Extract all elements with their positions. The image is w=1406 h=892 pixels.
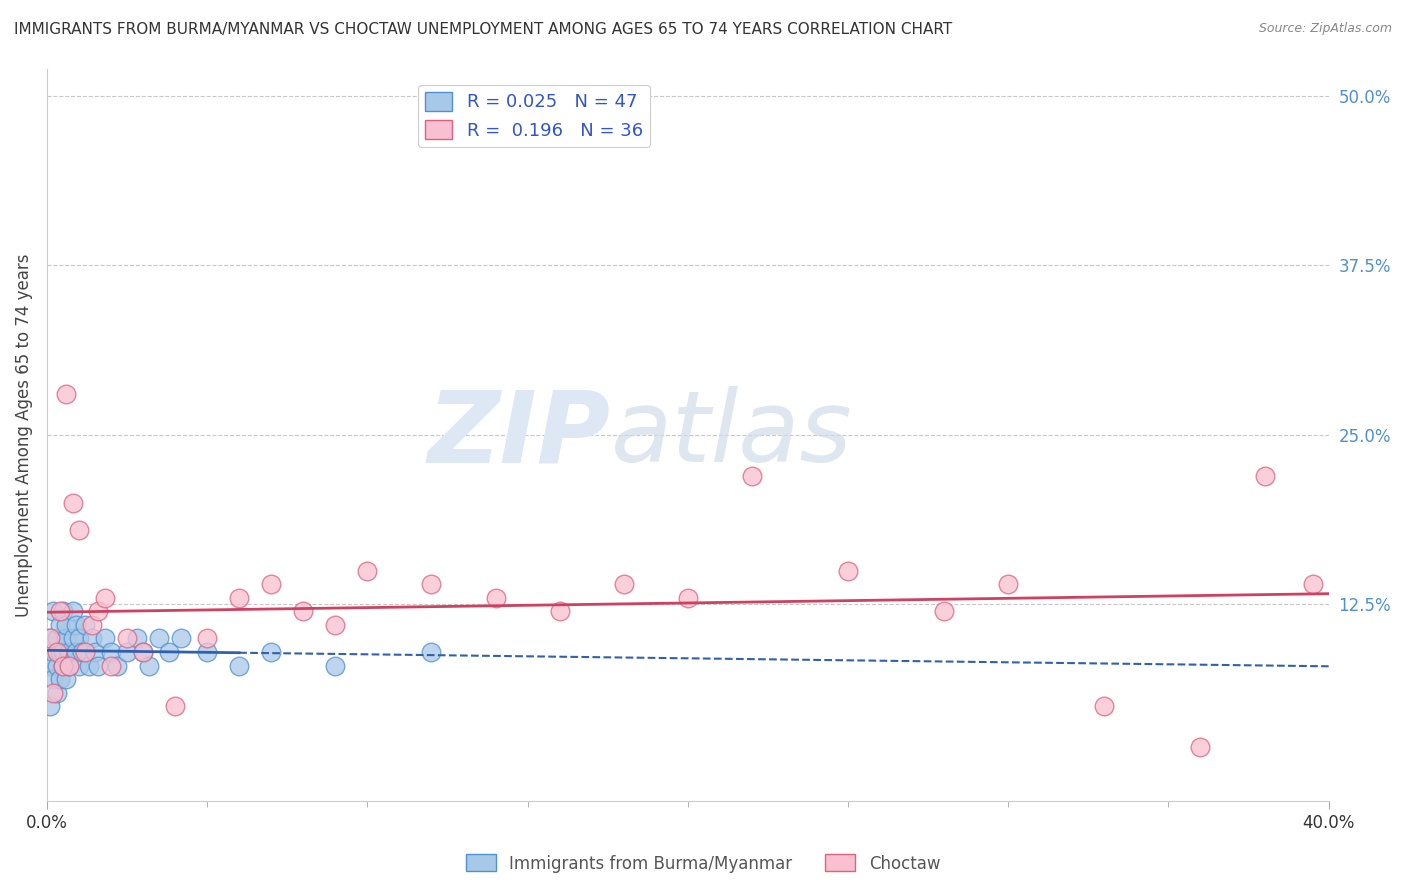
Point xyxy=(55,672,77,686)
Point xyxy=(84,645,107,659)
Point xyxy=(115,645,138,659)
Point xyxy=(62,496,84,510)
Point xyxy=(125,632,148,646)
Point xyxy=(195,632,218,646)
Point xyxy=(228,591,250,605)
Point xyxy=(260,645,283,659)
Point xyxy=(45,645,67,659)
Point xyxy=(45,686,67,700)
Point xyxy=(228,658,250,673)
Point xyxy=(70,645,93,659)
Point xyxy=(42,672,65,686)
Legend: Immigrants from Burma/Myanmar, Choctaw: Immigrants from Burma/Myanmar, Choctaw xyxy=(458,847,948,880)
Point xyxy=(55,617,77,632)
Point xyxy=(105,658,128,673)
Point xyxy=(165,699,187,714)
Point xyxy=(39,632,62,646)
Point xyxy=(138,658,160,673)
Point xyxy=(323,617,346,632)
Point xyxy=(39,632,62,646)
Point xyxy=(48,604,70,618)
Point xyxy=(58,658,80,673)
Text: IMMIGRANTS FROM BURMA/MYANMAR VS CHOCTAW UNEMPLOYMENT AMONG AGES 65 TO 74 YEARS : IMMIGRANTS FROM BURMA/MYANMAR VS CHOCTAW… xyxy=(14,22,952,37)
Point xyxy=(55,387,77,401)
Point xyxy=(613,577,636,591)
Point xyxy=(87,658,110,673)
Point xyxy=(1253,468,1275,483)
Point xyxy=(48,672,70,686)
Point xyxy=(67,523,90,537)
Point xyxy=(42,686,65,700)
Point xyxy=(39,658,62,673)
Point xyxy=(741,468,763,483)
Legend: R = 0.025   N = 47, R =  0.196   N = 36: R = 0.025 N = 47, R = 0.196 N = 36 xyxy=(418,85,650,147)
Point xyxy=(93,591,115,605)
Point xyxy=(58,658,80,673)
Point xyxy=(75,617,97,632)
Point xyxy=(80,617,103,632)
Point xyxy=(48,617,70,632)
Point xyxy=(323,658,346,673)
Point xyxy=(67,632,90,646)
Text: ZIP: ZIP xyxy=(427,386,610,483)
Point xyxy=(1302,577,1324,591)
Point xyxy=(45,632,67,646)
Point xyxy=(67,658,90,673)
Point xyxy=(93,632,115,646)
Point xyxy=(260,577,283,591)
Point xyxy=(170,632,193,646)
Point xyxy=(52,604,75,618)
Point xyxy=(45,658,67,673)
Point xyxy=(62,604,84,618)
Point xyxy=(420,577,443,591)
Point xyxy=(39,699,62,714)
Text: Source: ZipAtlas.com: Source: ZipAtlas.com xyxy=(1258,22,1392,36)
Y-axis label: Unemployment Among Ages 65 to 74 years: Unemployment Among Ages 65 to 74 years xyxy=(15,253,32,616)
Point xyxy=(548,604,571,618)
Point xyxy=(87,604,110,618)
Point xyxy=(48,645,70,659)
Point xyxy=(100,658,122,673)
Point xyxy=(65,617,87,632)
Point xyxy=(52,645,75,659)
Point xyxy=(132,645,155,659)
Point xyxy=(52,658,75,673)
Point xyxy=(1092,699,1115,714)
Point xyxy=(1189,739,1212,754)
Point xyxy=(115,632,138,646)
Point xyxy=(62,632,84,646)
Point xyxy=(132,645,155,659)
Point xyxy=(157,645,180,659)
Point xyxy=(420,645,443,659)
Point xyxy=(58,645,80,659)
Point xyxy=(195,645,218,659)
Point xyxy=(292,604,315,618)
Point xyxy=(80,632,103,646)
Point xyxy=(997,577,1019,591)
Point xyxy=(55,632,77,646)
Point xyxy=(837,564,859,578)
Point xyxy=(75,645,97,659)
Point xyxy=(676,591,699,605)
Point xyxy=(42,604,65,618)
Text: atlas: atlas xyxy=(610,386,852,483)
Point xyxy=(148,632,170,646)
Point xyxy=(65,645,87,659)
Point xyxy=(42,645,65,659)
Point xyxy=(356,564,378,578)
Point xyxy=(932,604,955,618)
Point xyxy=(77,658,100,673)
Point xyxy=(52,658,75,673)
Point xyxy=(100,645,122,659)
Point xyxy=(484,591,506,605)
